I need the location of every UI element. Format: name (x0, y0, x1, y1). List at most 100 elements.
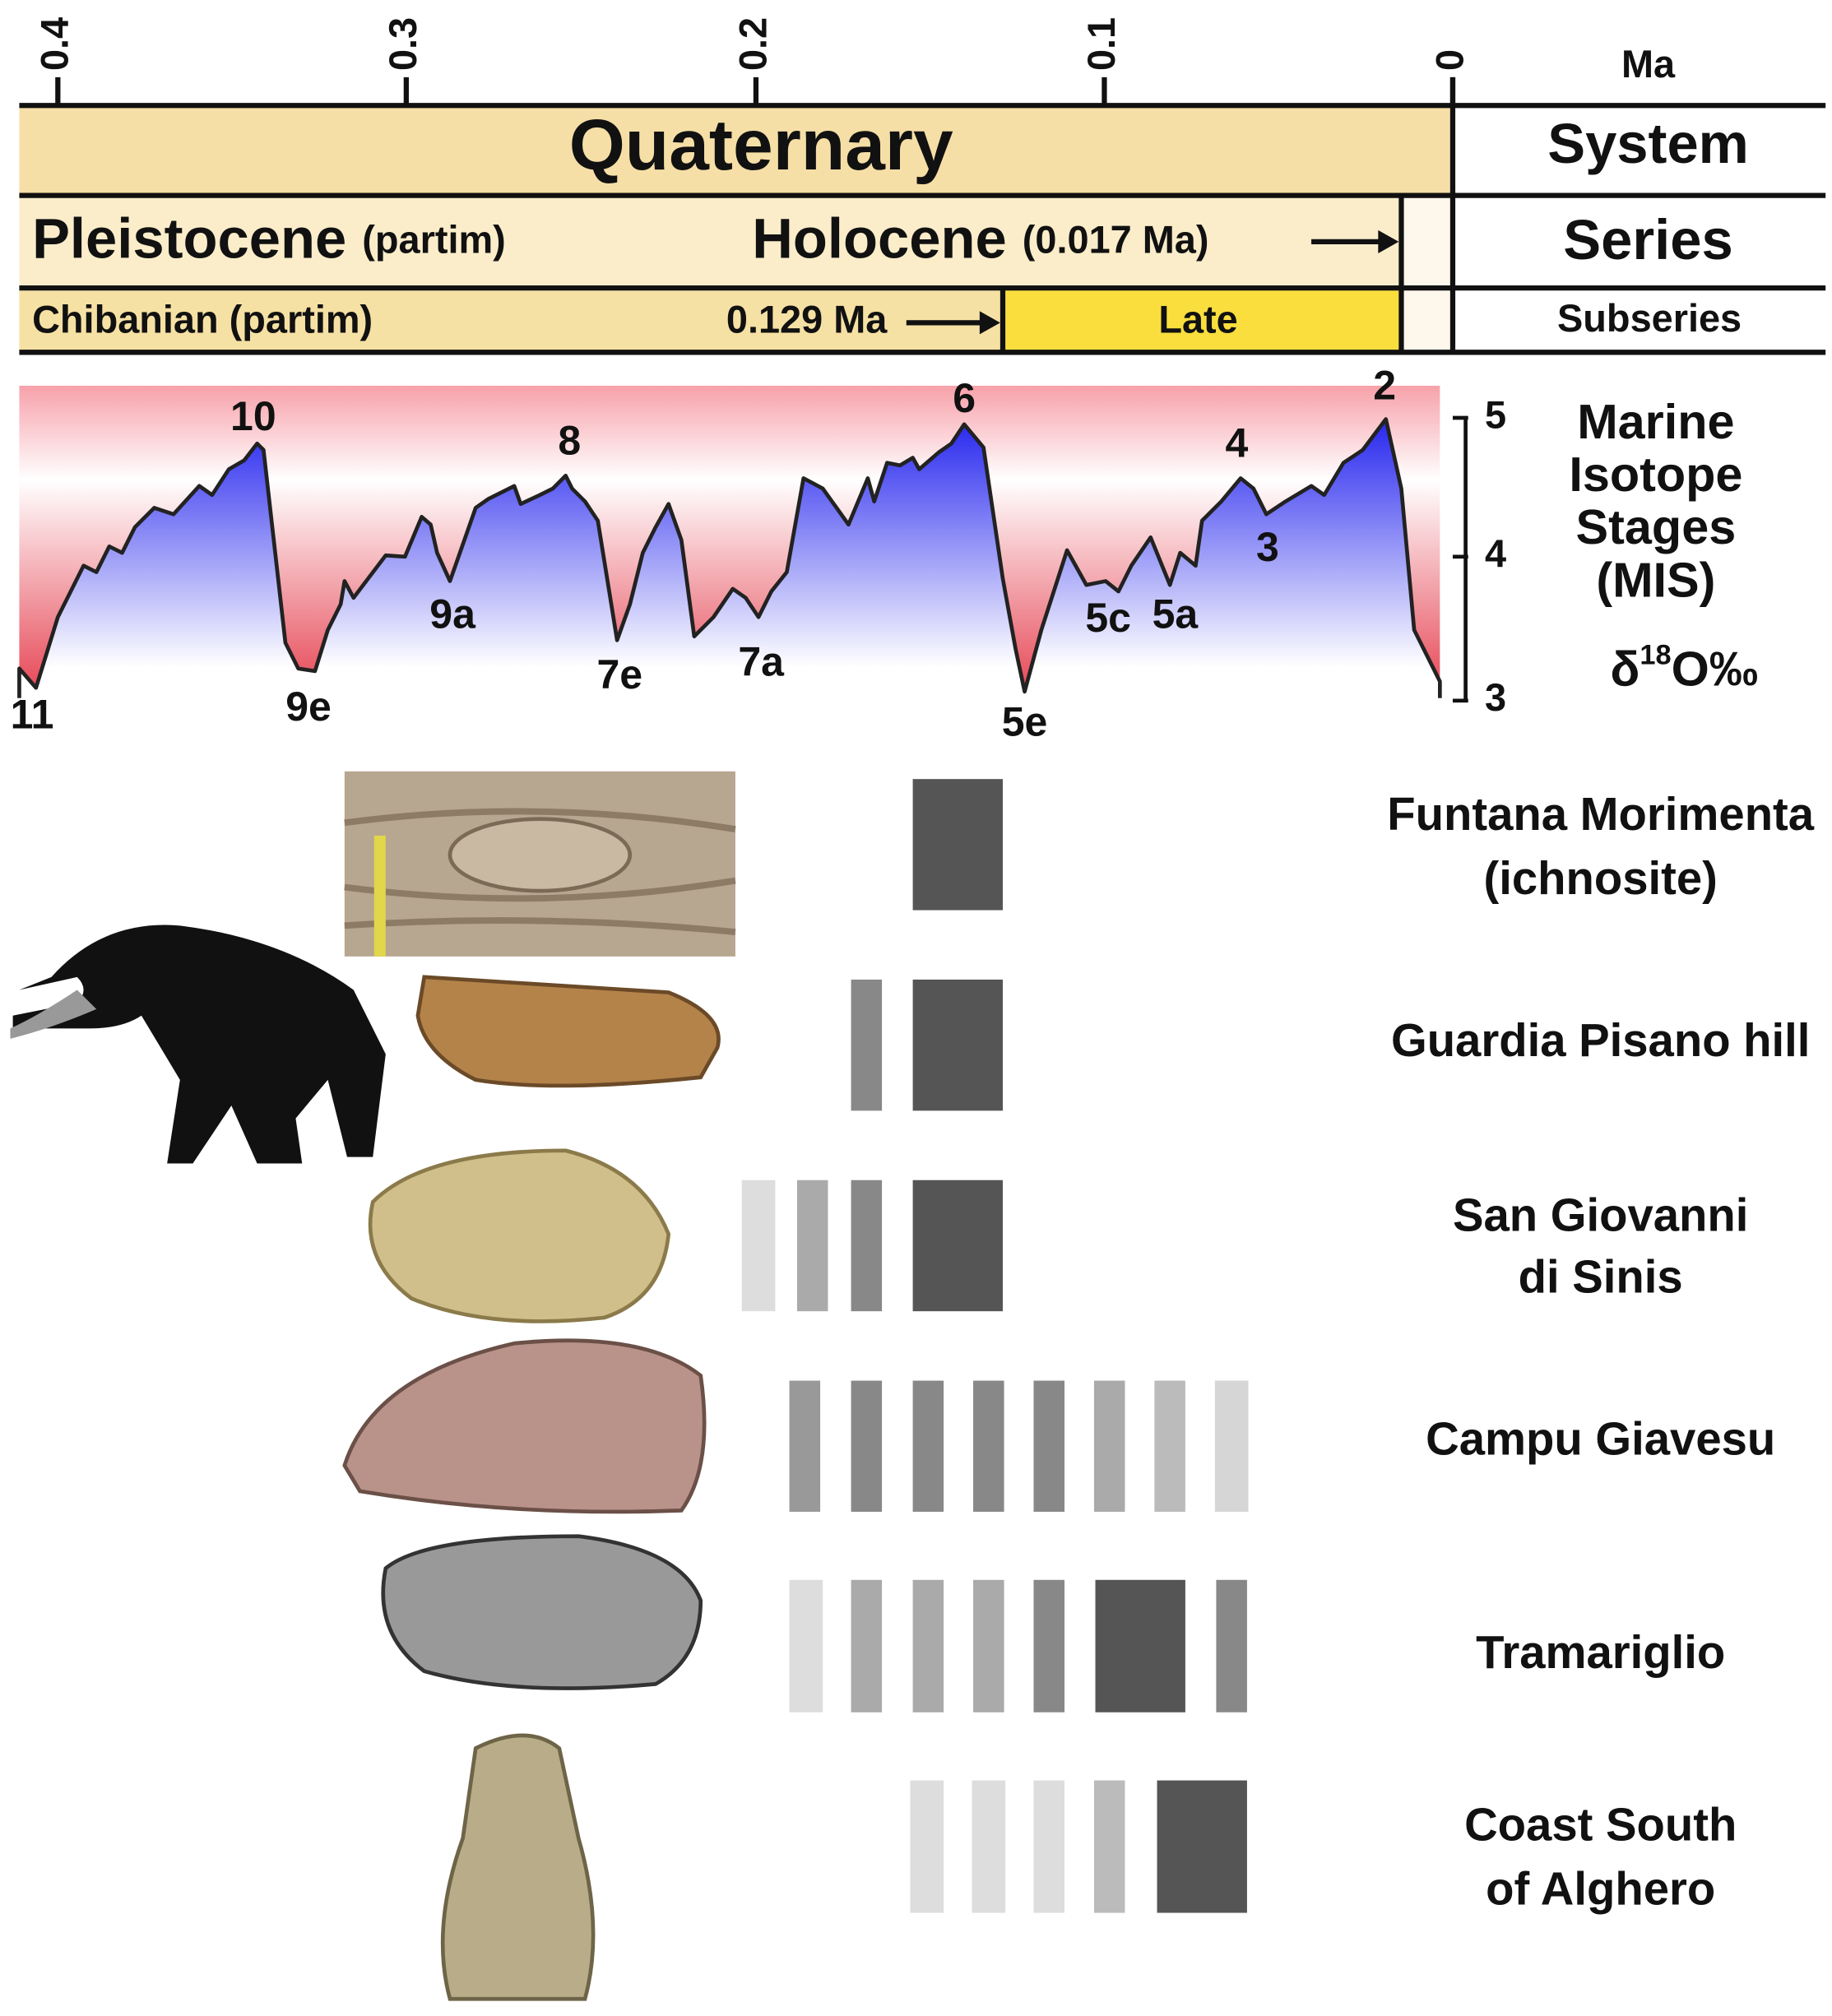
site-label: San Giovanni (1453, 1189, 1748, 1241)
chibanian-band (19, 288, 1003, 353)
tusk-fragment (415, 975, 721, 1088)
scale-bar (373, 835, 386, 957)
age-bar (973, 1380, 1004, 1512)
stage-label: 4 (1226, 420, 1249, 466)
age-bar (912, 1179, 1003, 1312)
age-bar (851, 979, 883, 1111)
age-bar (796, 1179, 828, 1312)
mis-title: (MIS) (1596, 552, 1715, 607)
mis-labels: 11 10 9e 9a 8 7e 7a 6 5e 5c 5a 4 3 2 5 4 3 MarineIsotopeS… (11, 362, 1743, 744)
mis-title: Stages (1576, 499, 1737, 554)
molar-san-giovanni (368, 1148, 671, 1323)
stage-label: 6 (953, 375, 976, 421)
stage-label: 7a (738, 638, 785, 684)
age-bar (741, 1179, 776, 1312)
age-bar (1033, 1780, 1065, 1913)
tick-label: 0.2 (731, 17, 774, 71)
age-bar (1093, 1380, 1125, 1512)
age-bar (1095, 1579, 1185, 1712)
molar-tramariglio (381, 1534, 703, 1690)
mis-tick-label: 5 (1485, 393, 1506, 436)
chibanian: Chibanian (partim) (32, 299, 373, 341)
specimen-images (10, 771, 736, 2001)
stage-label: 3 (1256, 524, 1279, 570)
tick-label: 0.3 (382, 17, 424, 71)
age-bar (1157, 1780, 1247, 1913)
series-band (19, 195, 1402, 289)
mis-mask (0, 697, 1447, 711)
subseries-label: Subseries (1557, 297, 1742, 340)
stage-label: 10 (230, 393, 276, 439)
stage-label: 11 (11, 691, 54, 737)
age-bar (910, 1780, 944, 1913)
tusk-alghero (440, 1733, 596, 2001)
age-bar (912, 779, 1003, 911)
age-bar (1214, 1380, 1249, 1512)
late: Late (1158, 299, 1237, 341)
holocene-band (1401, 195, 1453, 353)
molar-campu-giavesu (342, 1338, 707, 1514)
stage-label: 5e (1002, 699, 1048, 745)
stage-label: 5a (1153, 591, 1199, 637)
age-bars (741, 779, 1249, 1913)
pleistocene-note: (partim) (362, 219, 505, 262)
stage-label: 9a (429, 591, 476, 637)
age-bar (972, 1780, 1006, 1913)
mis-curve (17, 417, 1442, 707)
mis-title: Isotope (1569, 447, 1742, 502)
late-band (1002, 288, 1402, 353)
site-label: Guardia Pisano hill (1391, 1014, 1811, 1066)
photo-strata (344, 808, 736, 936)
site-label: di Sinis (1519, 1251, 1683, 1303)
age-bar (1093, 1780, 1125, 1913)
mis-panel: 11 10 9e 9a 8 7e 7a 6 5e 5c 5a 4 3 2 5 4 3 MarineIsotopeS… (0, 362, 1758, 745)
site-label: Funtana Morimenta (1387, 788, 1814, 840)
age-bar (1033, 1380, 1065, 1512)
mammoth-tusk (10, 989, 97, 1039)
system-name: Quaternary (569, 104, 953, 185)
age-bar (973, 1579, 1004, 1712)
age-bar (912, 979, 1003, 1111)
unit-superscript: 18 (1640, 640, 1671, 671)
mis-title: Marine (1577, 394, 1734, 449)
tick-label: 0.1 (1080, 17, 1123, 71)
age-bar (912, 1579, 944, 1712)
late-boundary: 0.129 Ma (726, 299, 888, 341)
tick-label: 0.4 (34, 17, 77, 71)
mis-unit: δ18O‰ (1610, 640, 1758, 696)
time-unit: Ma (1621, 43, 1676, 86)
age-bar (851, 1380, 883, 1512)
holocene-note: (0.017 Ma) (1023, 219, 1209, 262)
pleistocene: Pleistocene (32, 207, 346, 271)
mis-tick-label: 3 (1485, 676, 1506, 719)
unit-suffix: O‰ (1672, 641, 1759, 696)
stage-label: 2 (1373, 362, 1396, 408)
mis-axis (1452, 415, 1468, 703)
age-bar (789, 1380, 821, 1512)
arrows (906, 239, 1383, 326)
age-bar (1154, 1380, 1185, 1512)
unit-prefix: δ (1610, 641, 1640, 696)
age-bar (1033, 1579, 1065, 1712)
footprint (448, 817, 633, 893)
mammoth-silhouette (12, 925, 386, 1164)
site-label: (ichnosite) (1483, 852, 1717, 904)
system-label: System (1547, 112, 1749, 175)
series-name: Holocene (0.017 Ma) (752, 207, 1208, 271)
series-label: Series (1563, 208, 1732, 271)
site-label: Campu Giavesu (1426, 1412, 1775, 1464)
age-bar (912, 1380, 944, 1512)
series-name: Pleistocene (partim) (32, 207, 506, 271)
mis-tick-label: 4 (1485, 532, 1506, 575)
site-label: Coast South (1464, 1798, 1737, 1850)
time-ticks: 0.4 0.3 0.2 0.1 0 (34, 17, 1471, 106)
site-label: of Alghero (1486, 1862, 1715, 1914)
stage-label: 8 (558, 417, 581, 463)
stage-label: 9e (285, 684, 332, 730)
tick-label: 0 (1428, 49, 1471, 71)
site-label: Tramariglio (1476, 1626, 1725, 1678)
age-bar (851, 1579, 883, 1712)
chronostratigraphy: Quaternary System Pleistocene (partim) H… (19, 17, 1826, 355)
stage-label: 5c (1085, 595, 1131, 641)
